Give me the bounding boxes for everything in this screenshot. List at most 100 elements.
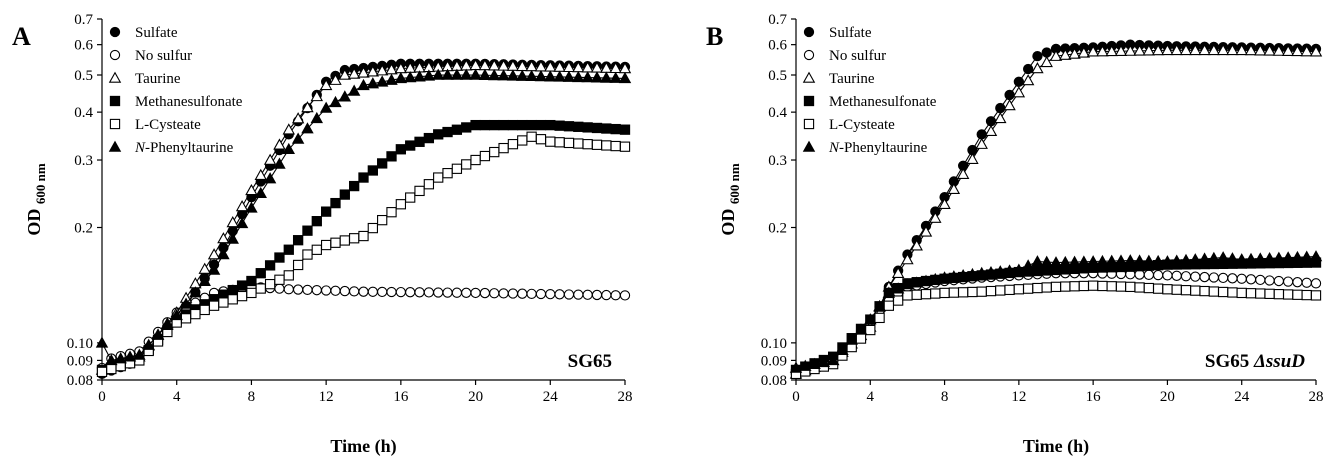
data-point: [1207, 43, 1221, 56]
data-point: [1216, 251, 1230, 263]
data-point: [151, 328, 165, 340]
data-point: [591, 289, 603, 301]
data-point: [339, 189, 350, 200]
data-point: [1281, 251, 1295, 263]
data-point: [956, 167, 970, 179]
data-point: [526, 119, 537, 131]
data-point: [207, 248, 221, 260]
legend-marker: [803, 26, 815, 38]
data-point: [1012, 86, 1026, 98]
data-point: [1171, 284, 1182, 295]
data-point: [1190, 285, 1201, 296]
data-point: [226, 216, 239, 228]
data-point: [891, 266, 905, 278]
data-point: [984, 265, 998, 278]
legend-marker: [803, 95, 815, 107]
data-point: [1180, 285, 1192, 296]
data-point: [246, 275, 257, 287]
data-point: [245, 183, 258, 196]
data-point: [235, 199, 249, 212]
data-point: [395, 286, 407, 298]
data-point: [1301, 289, 1312, 301]
series-line: [101, 136, 626, 373]
data-point: [217, 247, 230, 260]
data-point: [1152, 269, 1164, 281]
data-point: [1189, 253, 1202, 265]
data-point: [855, 333, 867, 344]
data-point: [619, 290, 631, 301]
data-point: [461, 159, 472, 170]
y-axis-label-main: OD: [718, 204, 738, 236]
data-point: [930, 288, 941, 299]
data-point: [292, 235, 304, 246]
data-point: [1115, 281, 1127, 292]
panel-letter: B: [706, 22, 723, 51]
data-point: [292, 259, 304, 271]
data-point: [236, 290, 248, 302]
data-point: [948, 287, 960, 298]
x-tick-label: 8: [941, 389, 949, 405]
data-point: [179, 297, 193, 309]
data-point: [311, 244, 322, 255]
data-point: [1059, 255, 1072, 268]
data-point: [1096, 254, 1109, 267]
data-point: [1125, 281, 1136, 293]
legend-label: Taurine: [135, 71, 181, 87]
data-point: [995, 102, 1006, 114]
data-point: [601, 289, 612, 301]
data-point: [544, 70, 557, 82]
data-point: [441, 68, 454, 80]
legend-marker: [803, 118, 815, 130]
data-point: [386, 286, 397, 298]
data-point: [976, 129, 987, 140]
data-point: [573, 289, 584, 300]
data-point: [1096, 45, 1109, 57]
data-point: [1180, 271, 1192, 282]
data-point: [573, 121, 584, 132]
data-point: [1244, 44, 1258, 56]
data-point: [1031, 255, 1044, 267]
strain-name: SG65: [1205, 351, 1254, 372]
legend: Sulfate No sulfur Taurine Methanesulfonate L…: [108, 25, 243, 156]
y-axis-label: OD 600 nm: [24, 163, 48, 235]
data-point: [873, 299, 886, 312]
data-point: [263, 153, 277, 165]
legend-label: Taurine: [829, 71, 875, 87]
legend-marker: [109, 95, 121, 107]
data-point: [919, 274, 933, 286]
data-point: [358, 172, 369, 183]
data-point: [610, 140, 621, 152]
data-point: [506, 69, 520, 81]
legend-label-text: Sulfate: [829, 25, 872, 41]
data-point: [582, 289, 593, 300]
y-tick-label: 0.7: [768, 12, 787, 28]
data-point: [1021, 259, 1035, 271]
legend-label-text: L-Cysteate: [135, 117, 201, 133]
data-point: [601, 123, 612, 134]
data-point: [966, 267, 979, 280]
data-point: [554, 137, 565, 148]
data-point: [984, 124, 998, 137]
strain-label: SG65 ΔssuD: [1205, 351, 1305, 372]
data-point: [1124, 44, 1137, 56]
data-point: [479, 287, 491, 299]
data-point: [1309, 250, 1323, 262]
data-point: [966, 152, 979, 164]
y-tick-label: 0.09: [761, 353, 787, 369]
data-point: [902, 290, 913, 301]
data-point: [1281, 44, 1295, 56]
data-point: [1291, 44, 1304, 57]
data-point: [1097, 280, 1108, 292]
data-point: [414, 287, 425, 298]
series-n-phenyltaurine: [789, 250, 1323, 373]
data-point: [1041, 47, 1052, 58]
data-point: [1114, 44, 1128, 56]
data-point: [985, 116, 997, 127]
data-point: [405, 192, 416, 203]
data-point: [507, 288, 519, 299]
data-point: [1003, 264, 1016, 276]
x-tick-label: 8: [248, 389, 256, 405]
data-point: [526, 288, 537, 299]
data-point: [283, 244, 294, 255]
data-point: [1226, 252, 1239, 264]
